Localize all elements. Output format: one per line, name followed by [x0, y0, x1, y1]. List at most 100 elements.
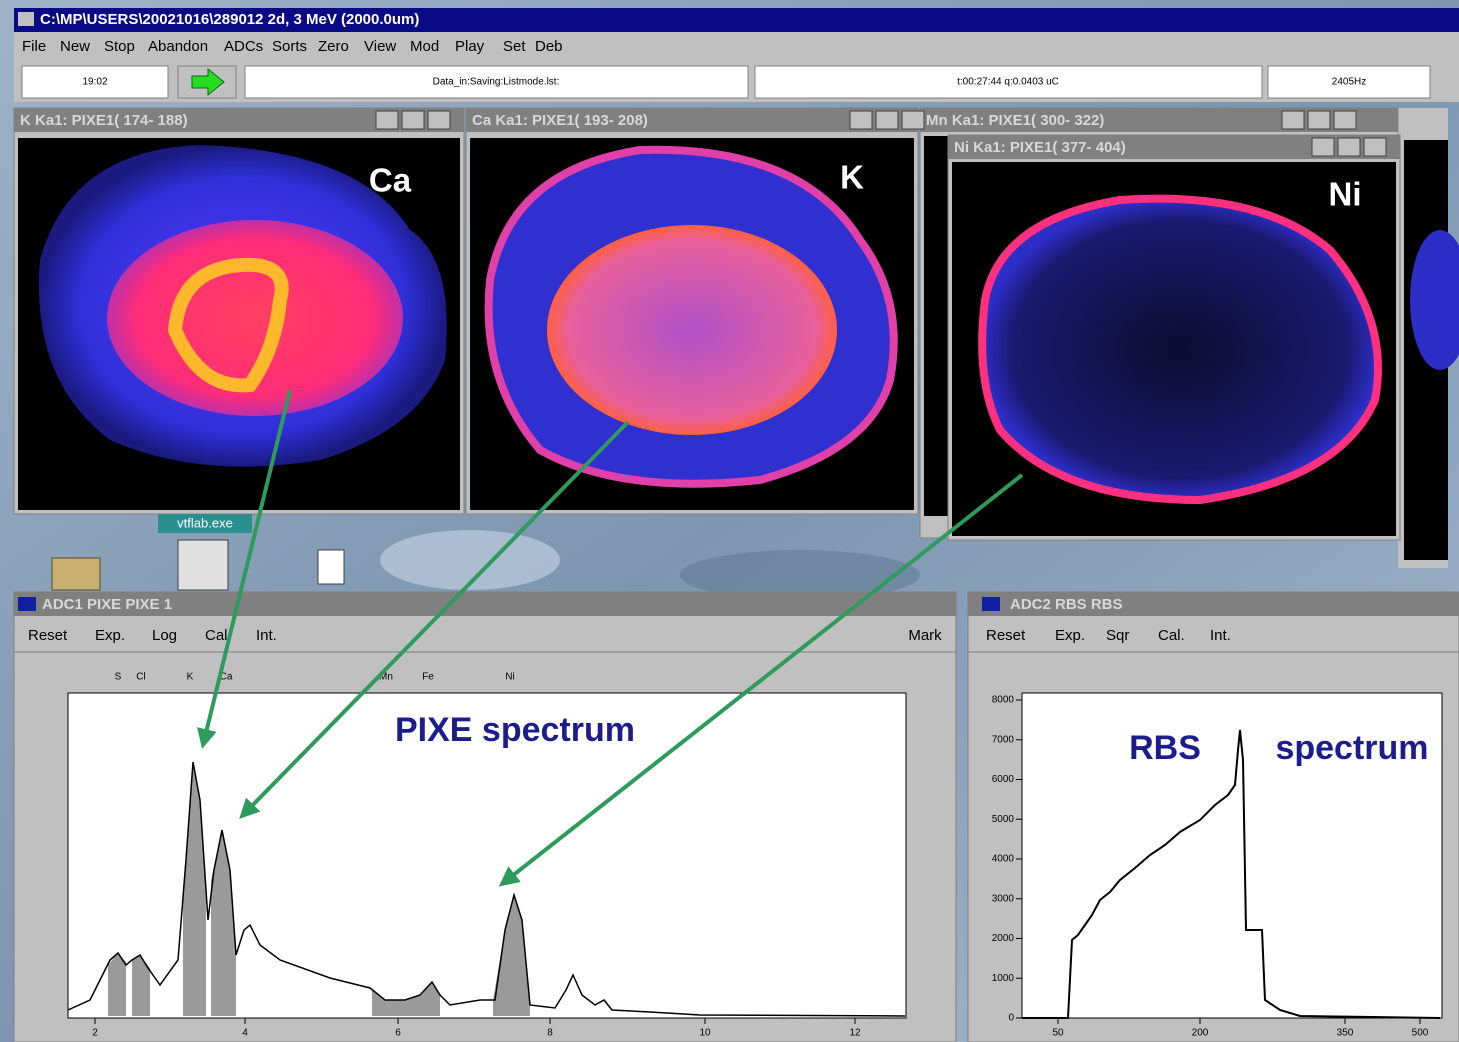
- x-tick-label: 12: [849, 1028, 861, 1039]
- map-title-bar: [466, 108, 918, 132]
- element-label: Ni: [1329, 176, 1362, 213]
- window-button[interactable]: [875, 110, 899, 130]
- x-tick-label: 50: [1052, 1028, 1064, 1039]
- desktop-icon[interactable]: [51, 557, 101, 591]
- menu-item[interactable]: Cal.: [1158, 627, 1185, 644]
- x-tick-label: 6: [395, 1028, 401, 1039]
- y-tick-label: 7000: [992, 734, 1015, 745]
- arrows: [197, 389, 1024, 887]
- menu-item[interactable]: Reset: [986, 627, 1026, 644]
- x-tick-label: 4: [242, 1028, 248, 1039]
- peak-labels: S Cl K Ca Mn Fe Ni: [115, 672, 515, 683]
- menu-item[interactable]: Reset: [28, 627, 68, 644]
- y-tick-label: 5000: [992, 814, 1015, 825]
- window-button[interactable]: [901, 110, 925, 130]
- menu-item[interactable]: Int.: [1210, 627, 1231, 644]
- x-tick-label: 350: [1337, 1028, 1354, 1039]
- peak-label: Cl: [136, 672, 145, 683]
- map-window: K Ka1: PIXE1( 174- 188): [13, 107, 465, 515]
- menu-item[interactable]: Abandon: [148, 38, 208, 55]
- window-button[interactable]: [401, 110, 425, 130]
- go-arrow: [191, 67, 225, 97]
- window-button[interactable]: [1363, 137, 1387, 157]
- y-tick-label: 8000: [992, 695, 1015, 706]
- time: 19:02: [82, 77, 107, 88]
- rbs-title: ADC2 RBS RBS: [1010, 596, 1123, 613]
- menu-item[interactable]: Sqr: [1106, 627, 1129, 644]
- pixe-title: ADC1 PIXE PIXE 1: [42, 596, 172, 613]
- menu-item[interactable]: Mod: [410, 38, 439, 55]
- pixe-spectrum: [67, 761, 906, 1017]
- rbs-spectrum: [1022, 729, 1441, 1019]
- y-tick-label: 3000: [992, 893, 1015, 904]
- window-button[interactable]: [1307, 110, 1331, 130]
- map-image: [924, 136, 950, 516]
- x-axis: 2 4 6 8 10 12: [92, 1018, 861, 1039]
- status: Data_in:Saving:Listmode.lst:: [433, 77, 560, 88]
- peak-region: [132, 955, 150, 1016]
- menu-item[interactable]: New: [60, 38, 90, 55]
- peak-label: Fe: [422, 672, 434, 683]
- menu-item[interactable]: Int.: [256, 627, 277, 644]
- element-label: K: [840, 159, 864, 196]
- map-window: Ni Ka1: PIXE1( 377- 404): [947, 134, 1401, 541]
- menu-item[interactable]: File: [22, 38, 46, 55]
- x-tick-label: 8: [547, 1028, 553, 1039]
- arrow: [239, 420, 630, 819]
- title-bar: [14, 8, 1459, 32]
- desktop-icon[interactable]: [317, 549, 345, 585]
- map-title: Mn Ka1: PIXE1( 300- 322): [926, 112, 1104, 129]
- peak-label: Ca: [220, 672, 233, 683]
- desktop-icon[interactable]: [177, 539, 229, 591]
- app-icon: [18, 12, 34, 26]
- arrow: [197, 389, 292, 749]
- peak-label: Ni: [505, 672, 514, 683]
- element-label: Ca: [369, 162, 412, 199]
- menu-item[interactable]: Log: [152, 627, 177, 644]
- pixe-menu: Reset Exp. Log Cal. Int.: [28, 627, 277, 644]
- icon-label-bg[interactable]: [158, 514, 252, 533]
- window-icon: [982, 597, 1000, 611]
- x-tick-label: 500: [1412, 1028, 1429, 1039]
- x-tick-label: 10: [699, 1028, 711, 1039]
- window-button[interactable]: [375, 110, 399, 130]
- menu-item[interactable]: Play: [455, 38, 485, 55]
- window-button[interactable]: [1281, 110, 1305, 130]
- peak-region: [372, 982, 440, 1016]
- window-button[interactable]: [849, 110, 873, 130]
- rbs-title-bar: [968, 592, 1459, 616]
- annotation: PIXE spectrum: [395, 711, 635, 749]
- window-button[interactable]: [1333, 110, 1357, 130]
- menu-item[interactable]: Stop: [104, 38, 135, 55]
- peak-region: [493, 895, 530, 1016]
- menu-item[interactable]: Set: [503, 38, 526, 55]
- window-button[interactable]: [1311, 137, 1335, 157]
- window-title: C:\MP\USERS\20021016\289012 2d, 3 MeV (2…: [40, 11, 419, 28]
- map-title: Ca Ka1: PIXE1( 193- 208): [472, 112, 648, 129]
- y-tick-label: 1000: [992, 973, 1015, 984]
- menu-item[interactable]: Zero: [318, 38, 349, 55]
- menu-item[interactable]: ADCs: [224, 38, 263, 55]
- element-map: [978, 194, 1382, 505]
- menu-bar: [14, 32, 1459, 60]
- menu-item[interactable]: Exp.: [1055, 627, 1085, 644]
- menu-item[interactable]: Sorts: [272, 38, 307, 55]
- rate: 2405Hz: [1332, 77, 1366, 88]
- map-title: Ni Ka1: PIXE1( 377- 404): [954, 139, 1126, 156]
- menu-item[interactable]: Cal.: [205, 627, 232, 644]
- menu-item[interactable]: Exp.: [95, 627, 125, 644]
- window-button[interactable]: [427, 110, 451, 130]
- window-button[interactable]: [1337, 137, 1361, 157]
- mode-button[interactable]: Mark: [908, 627, 942, 644]
- menu-item[interactable]: Deb: [535, 38, 563, 55]
- timer: t:00:27:44 q:0.0403 uC: [957, 77, 1059, 88]
- y-tick-label: 4000: [992, 854, 1015, 865]
- menu-item[interactable]: View: [364, 38, 396, 55]
- wallpaper-shape: [380, 530, 560, 590]
- icon-label[interactable]: vtflab.exe: [177, 515, 233, 530]
- y-tick-label: 2000: [992, 933, 1015, 944]
- map-title: K Ka1: PIXE1( 174- 188): [20, 112, 188, 129]
- status-box: [244, 65, 749, 99]
- menu-items: File New Stop Abandon ADCs Sorts Zero View Mod Pl…: [22, 38, 563, 55]
